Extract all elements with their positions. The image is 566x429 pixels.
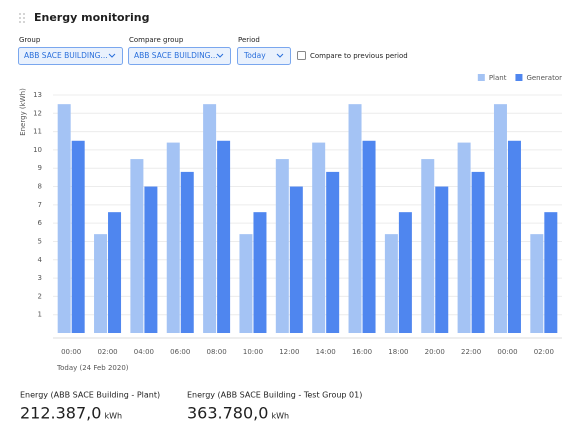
bar	[421, 159, 435, 333]
x-tick-label: 12:00	[279, 348, 299, 356]
y-tick-label: 8	[38, 183, 42, 191]
x-tick-label: 10:00	[243, 348, 263, 356]
y-tick-label: 12	[33, 109, 42, 117]
chevron	[216, 53, 224, 58]
y-tick-label: 5	[38, 237, 42, 245]
drag-handle[interactable]	[19, 13, 25, 23]
bar	[326, 171, 340, 333]
y-tick-label: 4	[38, 256, 43, 264]
bar	[57, 104, 71, 334]
bar	[384, 234, 398, 333]
bar	[94, 234, 108, 333]
total-label: Energy (ABB SACE Building - Plant)	[20, 391, 160, 400]
filter-label: Period	[238, 36, 260, 44]
y-tick-label: 9	[38, 164, 42, 172]
bar	[544, 212, 558, 333]
total-label: Energy (ABB SACE Building - Test Group 0…	[187, 391, 362, 400]
bar	[144, 186, 158, 333]
total-unit: kWh	[104, 412, 122, 421]
dropdown-value: Today	[243, 51, 266, 60]
bar	[253, 212, 267, 333]
x-tick-label: 04:00	[134, 348, 154, 356]
bar	[312, 142, 326, 333]
bar	[239, 234, 253, 333]
y-tick-label: 3	[38, 274, 42, 282]
dropdown-value: ABB SACE BUILDING...	[24, 51, 108, 60]
bar	[435, 186, 449, 333]
bar	[507, 140, 521, 333]
x-tick-label: 02:00	[97, 348, 117, 356]
x-tick-label: 22:00	[461, 348, 481, 356]
x-tick-label: 16:00	[352, 348, 372, 356]
x-tick-label: 18:00	[388, 348, 408, 356]
bar	[289, 186, 303, 333]
bar	[275, 159, 289, 333]
y-tick-label: 10	[33, 146, 42, 154]
legend-swatch	[515, 74, 523, 81]
bar	[203, 104, 217, 334]
total-value: 212.387,0	[20, 404, 101, 423]
total-unit: kWh	[271, 412, 289, 421]
y-tick-label: 11	[33, 128, 42, 136]
bar	[493, 104, 507, 334]
bar	[166, 142, 180, 333]
x-tick-label: 14:00	[316, 348, 336, 356]
bar	[362, 140, 376, 333]
dropdown[interactable]	[237, 47, 291, 65]
checkbox[interactable]	[297, 51, 306, 60]
bar	[457, 142, 471, 333]
bar	[471, 171, 485, 333]
legend-swatch	[477, 74, 485, 81]
bar	[108, 212, 122, 333]
chevron	[276, 53, 284, 58]
dropdown[interactable]	[128, 47, 231, 65]
y-tick-label: 1	[38, 311, 42, 319]
title: Energy monitoring	[34, 11, 149, 24]
y-tick-label: 6	[38, 219, 43, 227]
bar	[348, 104, 362, 334]
x-tick-label: 00:00	[61, 348, 81, 356]
y-tick-label: 2	[38, 292, 42, 300]
dropdown-value: ABB SACE BUILDING...	[134, 51, 218, 60]
total-value: 363.780,0	[187, 404, 268, 423]
y-tick-label: 13	[33, 91, 42, 99]
checkbox-label: Compare to previous period	[310, 52, 408, 60]
filter-label: Group	[19, 36, 41, 44]
x-tick-label: 08:00	[207, 348, 227, 356]
bar	[130, 159, 144, 333]
x-tick-label: 02:00	[534, 348, 554, 356]
y-axis-label: Energy (kWh)	[19, 88, 27, 136]
legend-label: Plant	[489, 74, 507, 82]
y-tick-label: 7	[38, 201, 42, 209]
x-tick-label: 06:00	[170, 348, 190, 356]
bar	[71, 140, 85, 333]
bar	[398, 212, 412, 333]
legend-label: Generator	[526, 74, 562, 82]
x-note: Today (24 Feb 2020)	[56, 364, 129, 372]
chevron	[108, 53, 116, 58]
bar	[217, 140, 231, 333]
filter-label: Compare group	[129, 36, 184, 44]
bar	[530, 234, 544, 333]
bar	[180, 171, 194, 333]
dropdown[interactable]	[18, 47, 123, 65]
x-tick-label: 20:00	[425, 348, 445, 356]
x-tick-label: 00:00	[497, 348, 517, 356]
